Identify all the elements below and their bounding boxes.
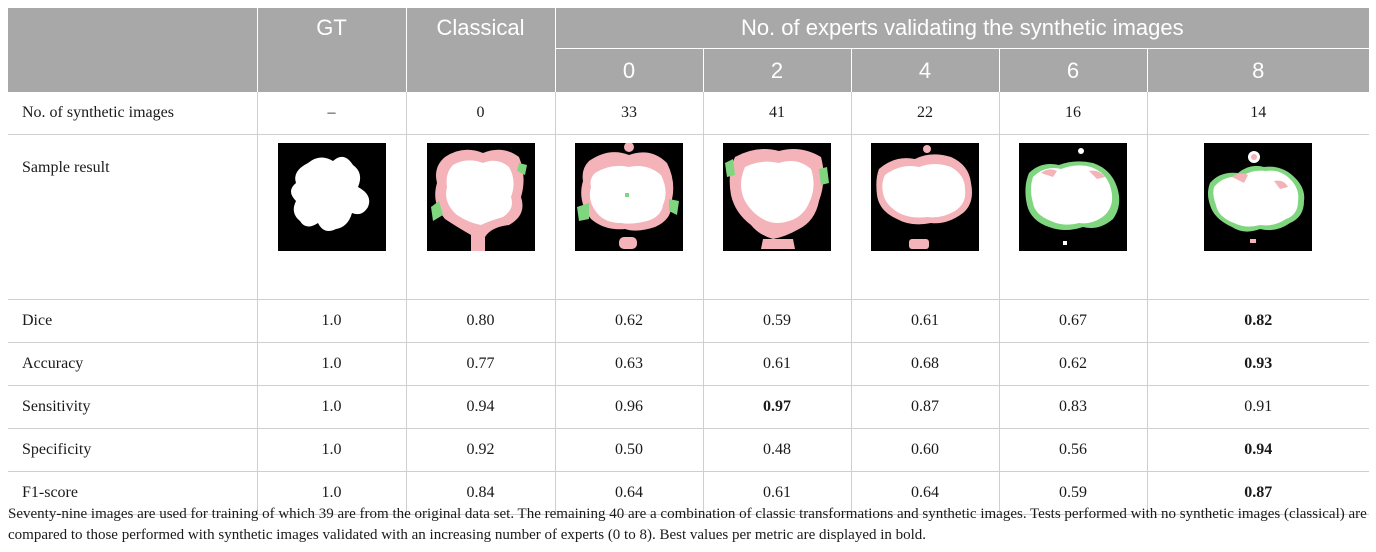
header-gt: GT <box>256 8 406 92</box>
sample-mask-experts-6 <box>1019 143 1127 251</box>
cell-experts-8 <box>1146 134 1370 300</box>
cell-classical: 0.77 <box>405 342 555 386</box>
cell-experts-6: 0.59 <box>998 471 1147 515</box>
header-experts-0: 0 <box>554 48 703 92</box>
row-label: Dice <box>8 299 257 343</box>
cell-experts-6: 16 <box>998 92 1147 135</box>
sample-mask-experts-0 <box>575 143 683 251</box>
sample-mask-classical <box>426 143 535 251</box>
cell-experts-4: 0.87 <box>850 385 999 429</box>
row-accuracy: Accuracy 1.0 0.77 0.63 0.61 0.68 0.62 0.… <box>8 342 1370 386</box>
cell-experts-2 <box>702 134 851 300</box>
row-label: No. of synthetic images <box>8 92 257 135</box>
cell-experts-6 <box>998 134 1147 300</box>
header-experts-6: 6 <box>998 48 1147 92</box>
cell-experts-2: 41 <box>702 92 851 135</box>
header-classical: Classical <box>405 8 555 92</box>
sample-mask-experts-2 <box>723 143 831 251</box>
cell-experts-4: 22 <box>850 92 999 135</box>
cell-classical: 0.94 <box>405 385 555 429</box>
cell-experts-0: 0.50 <box>554 428 703 472</box>
results-table: GT Classical No. of experts validating t… <box>8 8 1370 515</box>
cell-experts-4: 0.64 <box>850 471 999 515</box>
cell-gt: 1.0 <box>256 471 406 515</box>
row-label: Accuracy <box>8 342 257 386</box>
cell-experts-2: 0.97 <box>702 385 851 429</box>
row-sensitivity: Sensitivity 1.0 0.94 0.96 0.97 0.87 0.83… <box>8 385 1370 429</box>
cell-experts-8: 0.94 <box>1146 428 1370 472</box>
cell-experts-0: 0.62 <box>554 299 703 343</box>
sample-mask-experts-8 <box>1204 143 1313 251</box>
sample-mask-gt <box>277 143 386 251</box>
cell-experts-4 <box>850 134 999 300</box>
row-label: F1-score <box>8 471 257 515</box>
row-label: Specificity <box>8 428 257 472</box>
cell-experts-0 <box>554 134 703 300</box>
row-synthetic-count: No. of synthetic images – 0 33 41 22 16 … <box>8 92 1370 135</box>
header-experts-4: 4 <box>850 48 999 92</box>
cell-experts-8: 14 <box>1146 92 1370 135</box>
cell-experts-0: 0.96 <box>554 385 703 429</box>
row-sample-result: Sample result <box>8 134 1370 300</box>
header-experts-2: 2 <box>702 48 851 92</box>
cell-gt: 1.0 <box>256 342 406 386</box>
row-dice: Dice 1.0 0.80 0.62 0.59 0.61 0.67 0.82 <box>8 299 1370 343</box>
cell-experts-4: 0.61 <box>850 299 999 343</box>
sample-mask-experts-4 <box>871 143 979 251</box>
cell-experts-0: 0.63 <box>554 342 703 386</box>
cell-experts-8: 0.82 <box>1146 299 1370 343</box>
cell-experts-0: 33 <box>554 92 703 135</box>
cell-experts-8: 0.87 <box>1146 471 1370 515</box>
cell-experts-2: 0.61 <box>702 471 851 515</box>
header-corner <box>8 8 257 92</box>
cell-experts-6: 0.56 <box>998 428 1147 472</box>
row-specificity: Specificity 1.0 0.92 0.50 0.48 0.60 0.56… <box>8 428 1370 472</box>
cell-gt: 1.0 <box>256 385 406 429</box>
cell-classical: 0.84 <box>405 471 555 515</box>
row-f1-score: F1-score 1.0 0.84 0.64 0.61 0.64 0.59 0.… <box>8 471 1370 515</box>
header-experts-group: No. of experts validating the synthetic … <box>554 8 1370 49</box>
cell-experts-8: 0.91 <box>1146 385 1370 429</box>
header-experts-8: 8 <box>1146 48 1370 92</box>
cell-gt: 1.0 <box>256 428 406 472</box>
cell-experts-8: 0.93 <box>1146 342 1370 386</box>
cell-experts-6: 0.62 <box>998 342 1147 386</box>
table-caption: Seventy-nine images are used for trainin… <box>8 506 1367 543</box>
cell-gt: – <box>256 92 406 135</box>
cell-classical: 0.80 <box>405 299 555 343</box>
cell-classical: 0 <box>405 92 555 135</box>
cell-classical: 0.92 <box>405 428 555 472</box>
cell-experts-6: 0.67 <box>998 299 1147 343</box>
cell-gt: 1.0 <box>256 299 406 343</box>
cell-classical <box>405 134 555 300</box>
cell-experts-6: 0.83 <box>998 385 1147 429</box>
cell-experts-4: 0.68 <box>850 342 999 386</box>
cell-experts-2: 0.59 <box>702 299 851 343</box>
cell-experts-2: 0.48 <box>702 428 851 472</box>
cell-experts-0: 0.64 <box>554 471 703 515</box>
cell-experts-4: 0.60 <box>850 428 999 472</box>
cell-gt <box>256 134 406 300</box>
row-label: Sample result <box>8 134 257 300</box>
cell-experts-2: 0.61 <box>702 342 851 386</box>
row-label: Sensitivity <box>8 385 257 429</box>
